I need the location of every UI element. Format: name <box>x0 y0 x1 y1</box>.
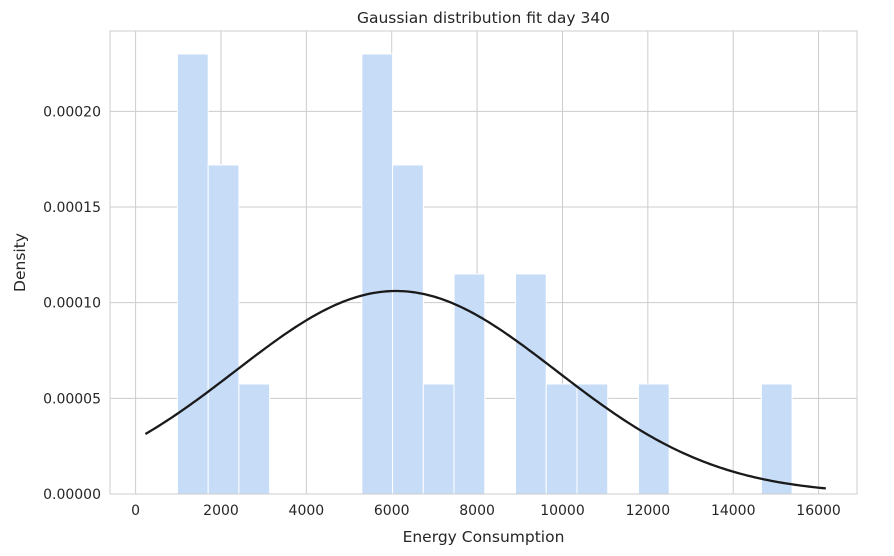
gaussian-fit-line <box>144 289 826 490</box>
histogram-bar <box>760 383 793 495</box>
tick-labels: 0 2000 4000 6000 8000 10000 12000 14000 16000 0.0… <box>43 104 841 519</box>
histogram-bar <box>361 53 394 495</box>
x-tick-label: 8000 <box>459 503 495 519</box>
histogram-bar <box>207 164 240 495</box>
x-axis-title: Energy Consumption <box>403 528 565 546</box>
x-tick-label: 0 <box>131 503 140 519</box>
y-tick-label: 0.00010 <box>43 296 101 312</box>
histogram-bar <box>392 164 424 495</box>
histogram-bar <box>576 383 609 495</box>
x-tick-label: 14000 <box>711 503 756 519</box>
x-tick-label: 10000 <box>540 503 585 519</box>
y-tick-label: 0.00000 <box>43 487 101 503</box>
x-tick-label: 4000 <box>289 503 325 519</box>
histogram-bar <box>453 273 486 495</box>
x-tick-label: 12000 <box>626 503 671 519</box>
histogram-bar <box>176 53 209 495</box>
x-tick-label: 2000 <box>203 503 239 519</box>
x-tick-label: 6000 <box>374 503 410 519</box>
histogram-bar <box>545 383 578 495</box>
gaussian-fit <box>144 289 826 490</box>
histogram-bar <box>422 383 455 495</box>
histogram-bar <box>515 273 547 495</box>
y-tick-label: 0.00015 <box>43 200 101 216</box>
plot-frame <box>109 30 858 495</box>
histogram-bars <box>176 53 793 495</box>
chart-title: Gaussian distribution fit day 340 <box>357 9 610 27</box>
histogram-bar <box>238 383 271 495</box>
y-tick-label: 0.00005 <box>43 391 101 407</box>
x-tick-label: 16000 <box>796 503 841 519</box>
y-tick-label: 0.00020 <box>43 104 101 120</box>
y-axis-title: Density <box>11 233 29 292</box>
